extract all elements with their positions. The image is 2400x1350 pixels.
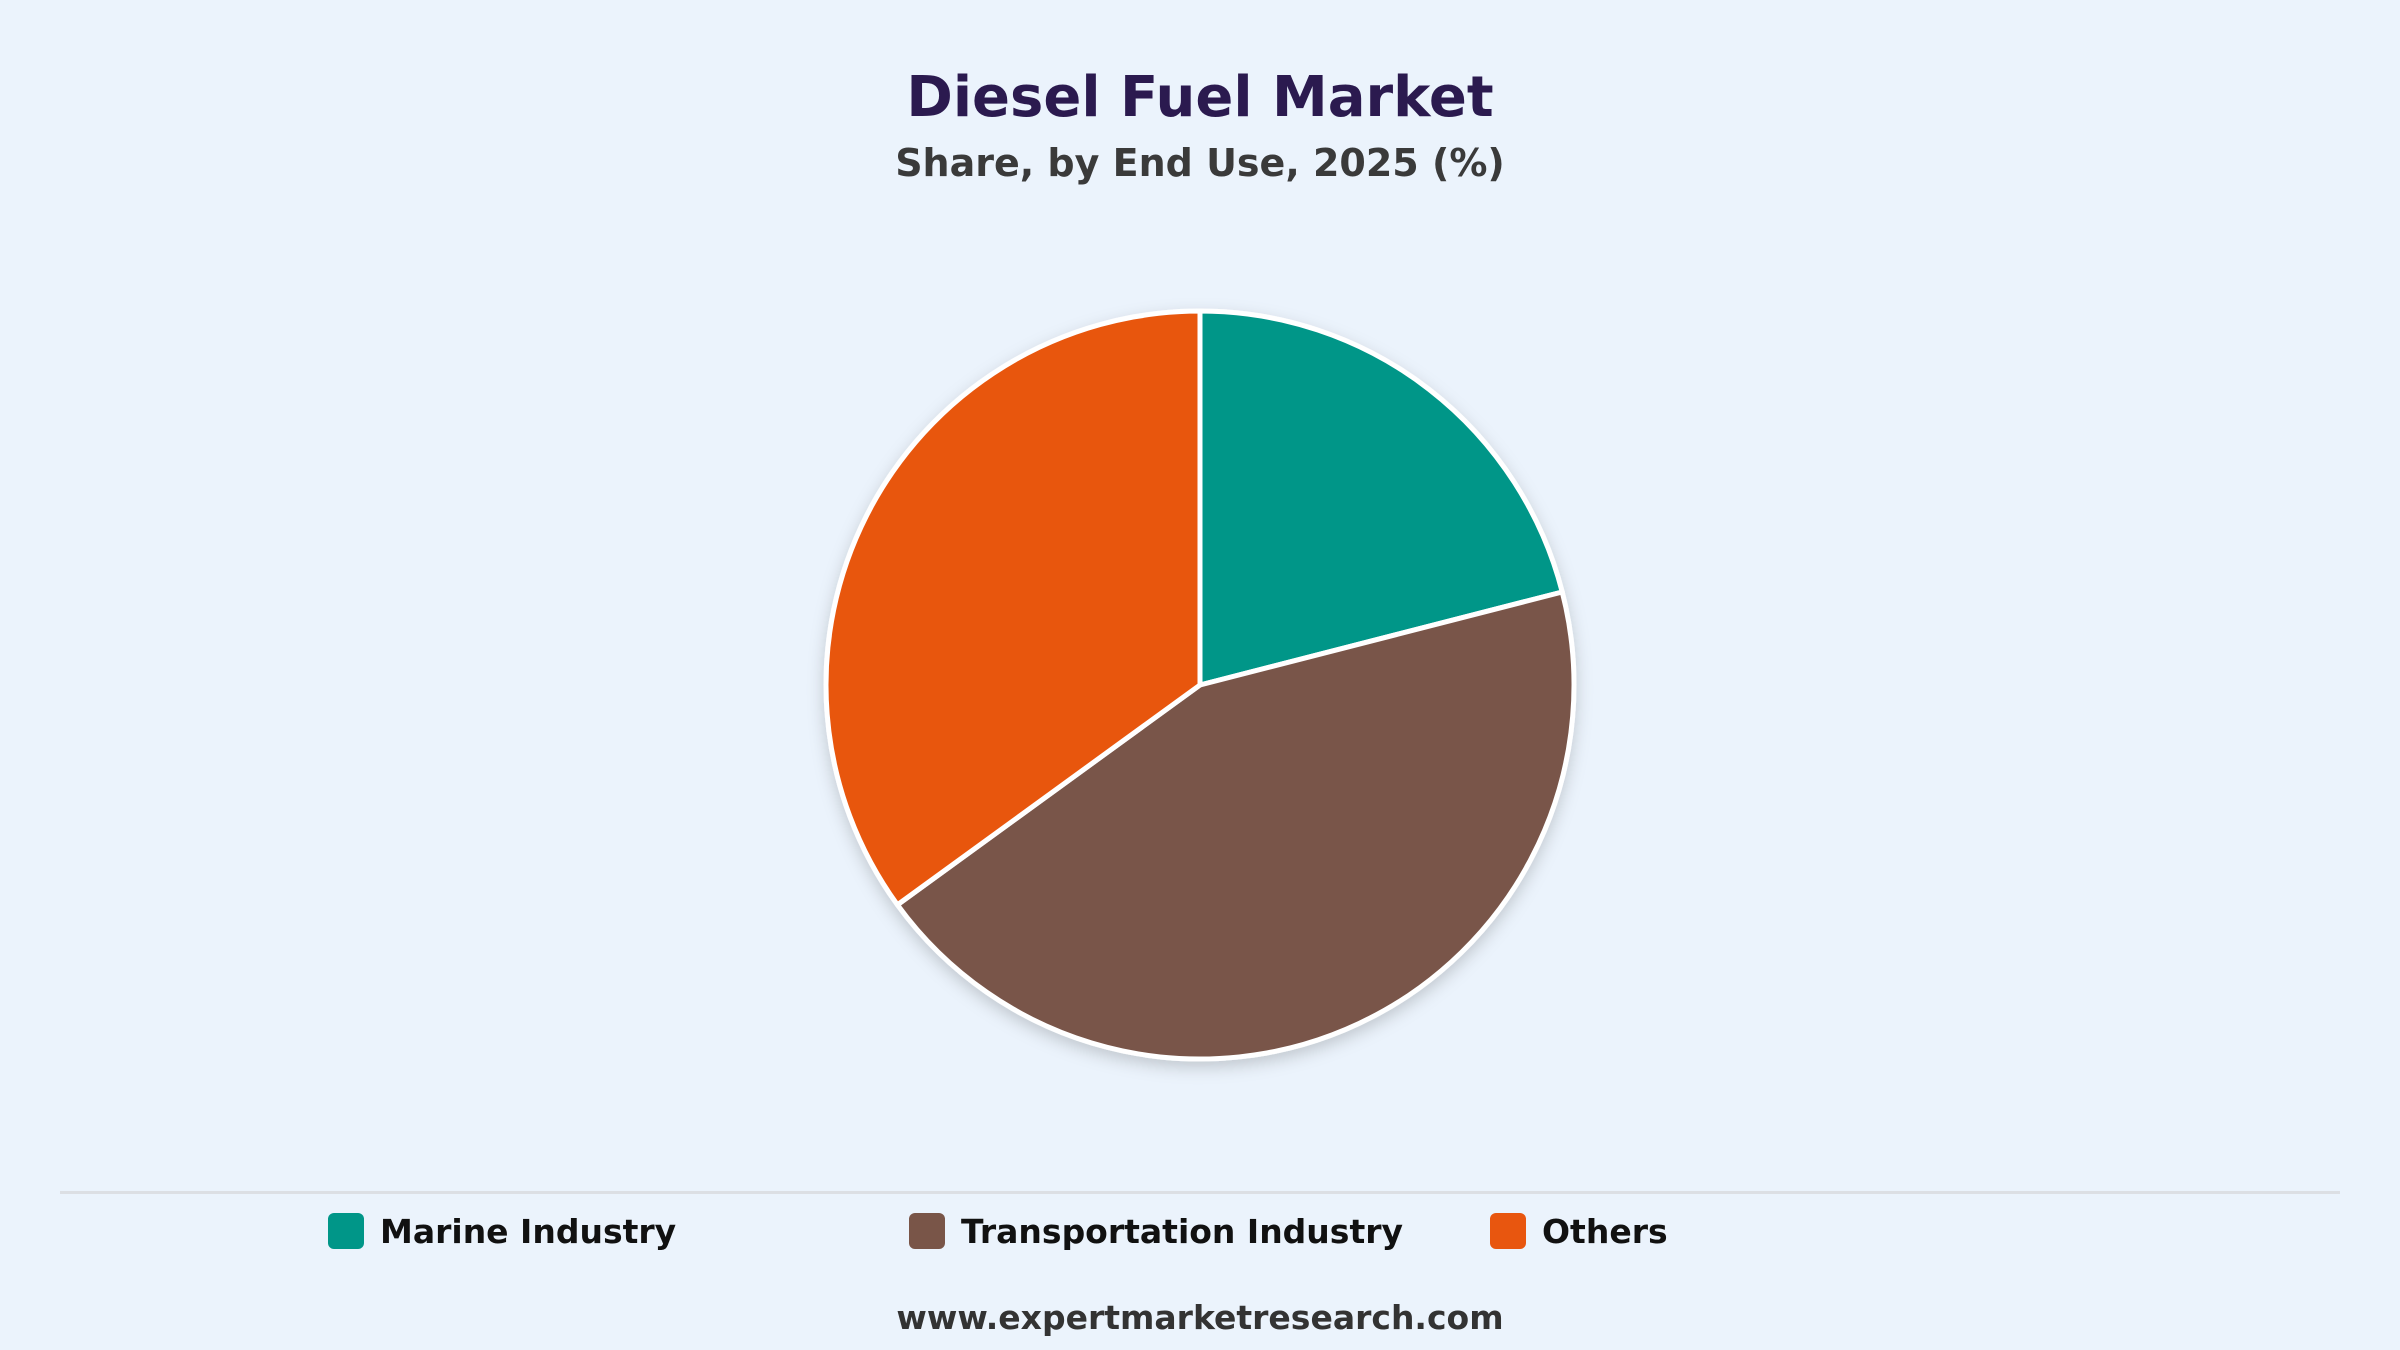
chart-subtitle: Share, by End Use, 2025 (%) bbox=[895, 141, 1505, 185]
pie-slice-others bbox=[823, 308, 1203, 908]
legend-item-marine-industry: Marine Industry bbox=[328, 1206, 676, 1256]
pie-slices bbox=[823, 308, 1577, 1062]
legend-swatch-others bbox=[1490, 1213, 1526, 1249]
legend-label-others: Others bbox=[1542, 1211, 1668, 1251]
pie-slice-transportation-industry bbox=[894, 589, 1577, 1062]
legend-label-transportation-industry: Transportation Industry bbox=[961, 1211, 1404, 1251]
source-footer[interactable]: www.expertmarketresearch.com bbox=[896, 1298, 1504, 1337]
legend-divider bbox=[60, 1191, 2340, 1194]
legend-item-others: Others bbox=[1490, 1206, 1668, 1256]
legend-swatch-transportation-industry bbox=[909, 1213, 945, 1249]
legend-swatch-marine-industry bbox=[328, 1213, 364, 1249]
pie-slice-marine-industry bbox=[1197, 308, 1565, 688]
legend-label-marine-industry: Marine Industry bbox=[380, 1211, 677, 1251]
legend: Marine Industry Transportation Industry … bbox=[0, 1206, 2400, 1256]
legend-item-transportation-industry: Transportation Industry bbox=[909, 1206, 1403, 1256]
chart-title: Diesel Fuel Market bbox=[906, 65, 1494, 130]
